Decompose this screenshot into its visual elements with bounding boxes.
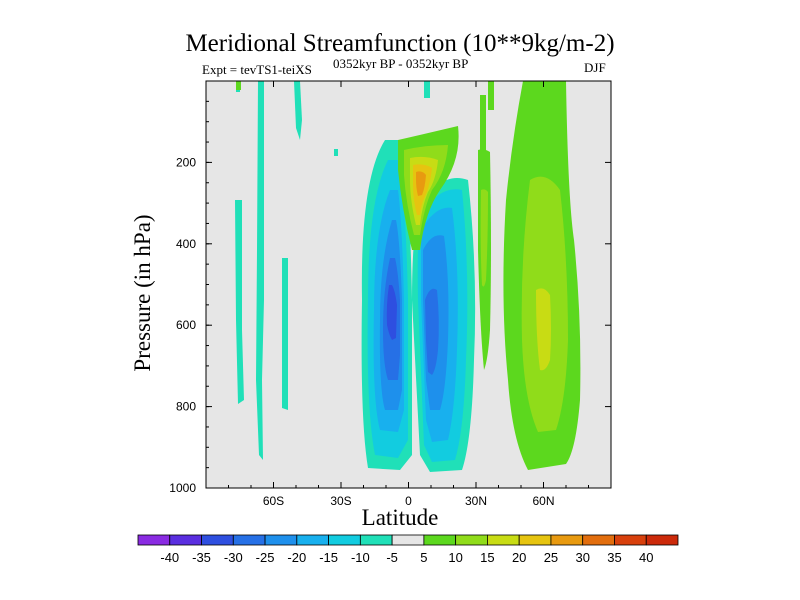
x-tick-label-0: 60S: [263, 494, 284, 508]
colorbar-swatch-4: [264, 534, 298, 546]
colorbar-swatch-13: [550, 534, 584, 546]
x-tick-label-3: 30N: [465, 494, 487, 508]
colorbar-label-5: -15: [319, 550, 338, 565]
time-period-label: 0352kyr BP - 0352kyr BP: [333, 56, 469, 71]
colorbar-label-4: -20: [287, 550, 306, 565]
contour-pos5-edge: [236, 81, 241, 90]
colorbar-label-15: 40: [639, 550, 653, 565]
colorbar-labels: -40 -35 -30 -25 -20 -15 -10 -5 5 10 15 20 25 30 35 40: [160, 550, 653, 565]
chart-title: Meridional Streamfunction (10**9kg/m-2): [185, 30, 615, 57]
contour-pos25-upper-cell: [416, 171, 426, 196]
colorbar-label-0: -40: [160, 550, 179, 565]
colorbar-boxes: [137, 534, 679, 546]
colorbar-label-8: 5: [420, 550, 427, 565]
y-tick-label-2: 600: [176, 318, 196, 332]
colorbar-swatch-7: [359, 534, 393, 546]
colorbar-label-3: -25: [256, 550, 275, 565]
colorbar-label-9: 10: [448, 550, 462, 565]
colorbar-swatch-9: [423, 534, 457, 546]
contour-neg30-sh-cell: [386, 285, 397, 340]
x-tick-label-4: 60N: [532, 494, 554, 508]
colorbar-swatch-5: [296, 534, 329, 546]
x-axis-ticks: 60S 30S 0 30N 60N: [228, 81, 589, 508]
colorbar-label-13: 30: [575, 550, 589, 565]
colorbar-swatch-6: [328, 534, 361, 546]
colorbar-swatch-8: [391, 534, 425, 546]
colorbar-swatch-12: [518, 534, 552, 546]
contour-neg5-sh-streak-a: [235, 200, 244, 404]
contour-pos15-nh-midlat: [536, 288, 551, 371]
colorbar-swatch-2: [201, 534, 234, 546]
contour-neg5-sh-highlat-2: [256, 81, 264, 460]
colorbar-swatch-11: [487, 534, 520, 546]
x-axis-title: Latitude: [361, 505, 439, 530]
contour-neg5-sh-streak-b: [282, 258, 288, 410]
contour-fills: [235, 81, 581, 472]
colorbar-label-10: 15: [480, 550, 494, 565]
y-tick-label-3: 800: [176, 400, 196, 414]
x-tick-label-2: 0: [405, 494, 412, 508]
y-axis-ticks: 200 400 600 800 1000: [169, 100, 611, 495]
contour-pos5-top-b: [480, 95, 486, 160]
colorbar-swatch-16: [645, 534, 679, 546]
colorbar-label-11: 20: [512, 550, 526, 565]
y-tick-label-4: 1000: [169, 481, 196, 495]
contour-neg5-top: [424, 81, 430, 98]
contour-neg5-sh-midlat: [294, 81, 302, 140]
colorbar-swatch-3: [232, 534, 266, 546]
colorbar-swatch-1: [169, 534, 202, 546]
colorbar-swatch-10: [455, 534, 488, 546]
contour-neg25-nh-cell: [425, 288, 439, 375]
colorbar-swatch-14: [582, 534, 615, 546]
colorbar-swatch-15: [614, 534, 647, 546]
colorbar-swatch-0: [137, 534, 171, 546]
colorbar-label-1: -35: [192, 550, 211, 565]
colorbar-label-14: 35: [607, 550, 621, 565]
contour-neg5-dot: [334, 149, 338, 156]
experiment-label: Expt = tevTS1-teiXS: [202, 62, 312, 77]
season-label: DJF: [584, 60, 606, 75]
contour-pos5-top-a: [488, 81, 494, 110]
contour-pos10-nh-subtropics: [480, 189, 488, 287]
y-tick-label-1: 400: [176, 237, 196, 251]
colorbar-label-12: 25: [544, 550, 558, 565]
y-tick-label-0: 200: [176, 155, 196, 169]
x-tick-label-1: 30S: [330, 494, 351, 508]
colorbar-label-6: -10: [351, 550, 370, 565]
colorbar-label-7: -5: [386, 550, 398, 565]
colorbar-label-2: -30: [224, 550, 243, 565]
